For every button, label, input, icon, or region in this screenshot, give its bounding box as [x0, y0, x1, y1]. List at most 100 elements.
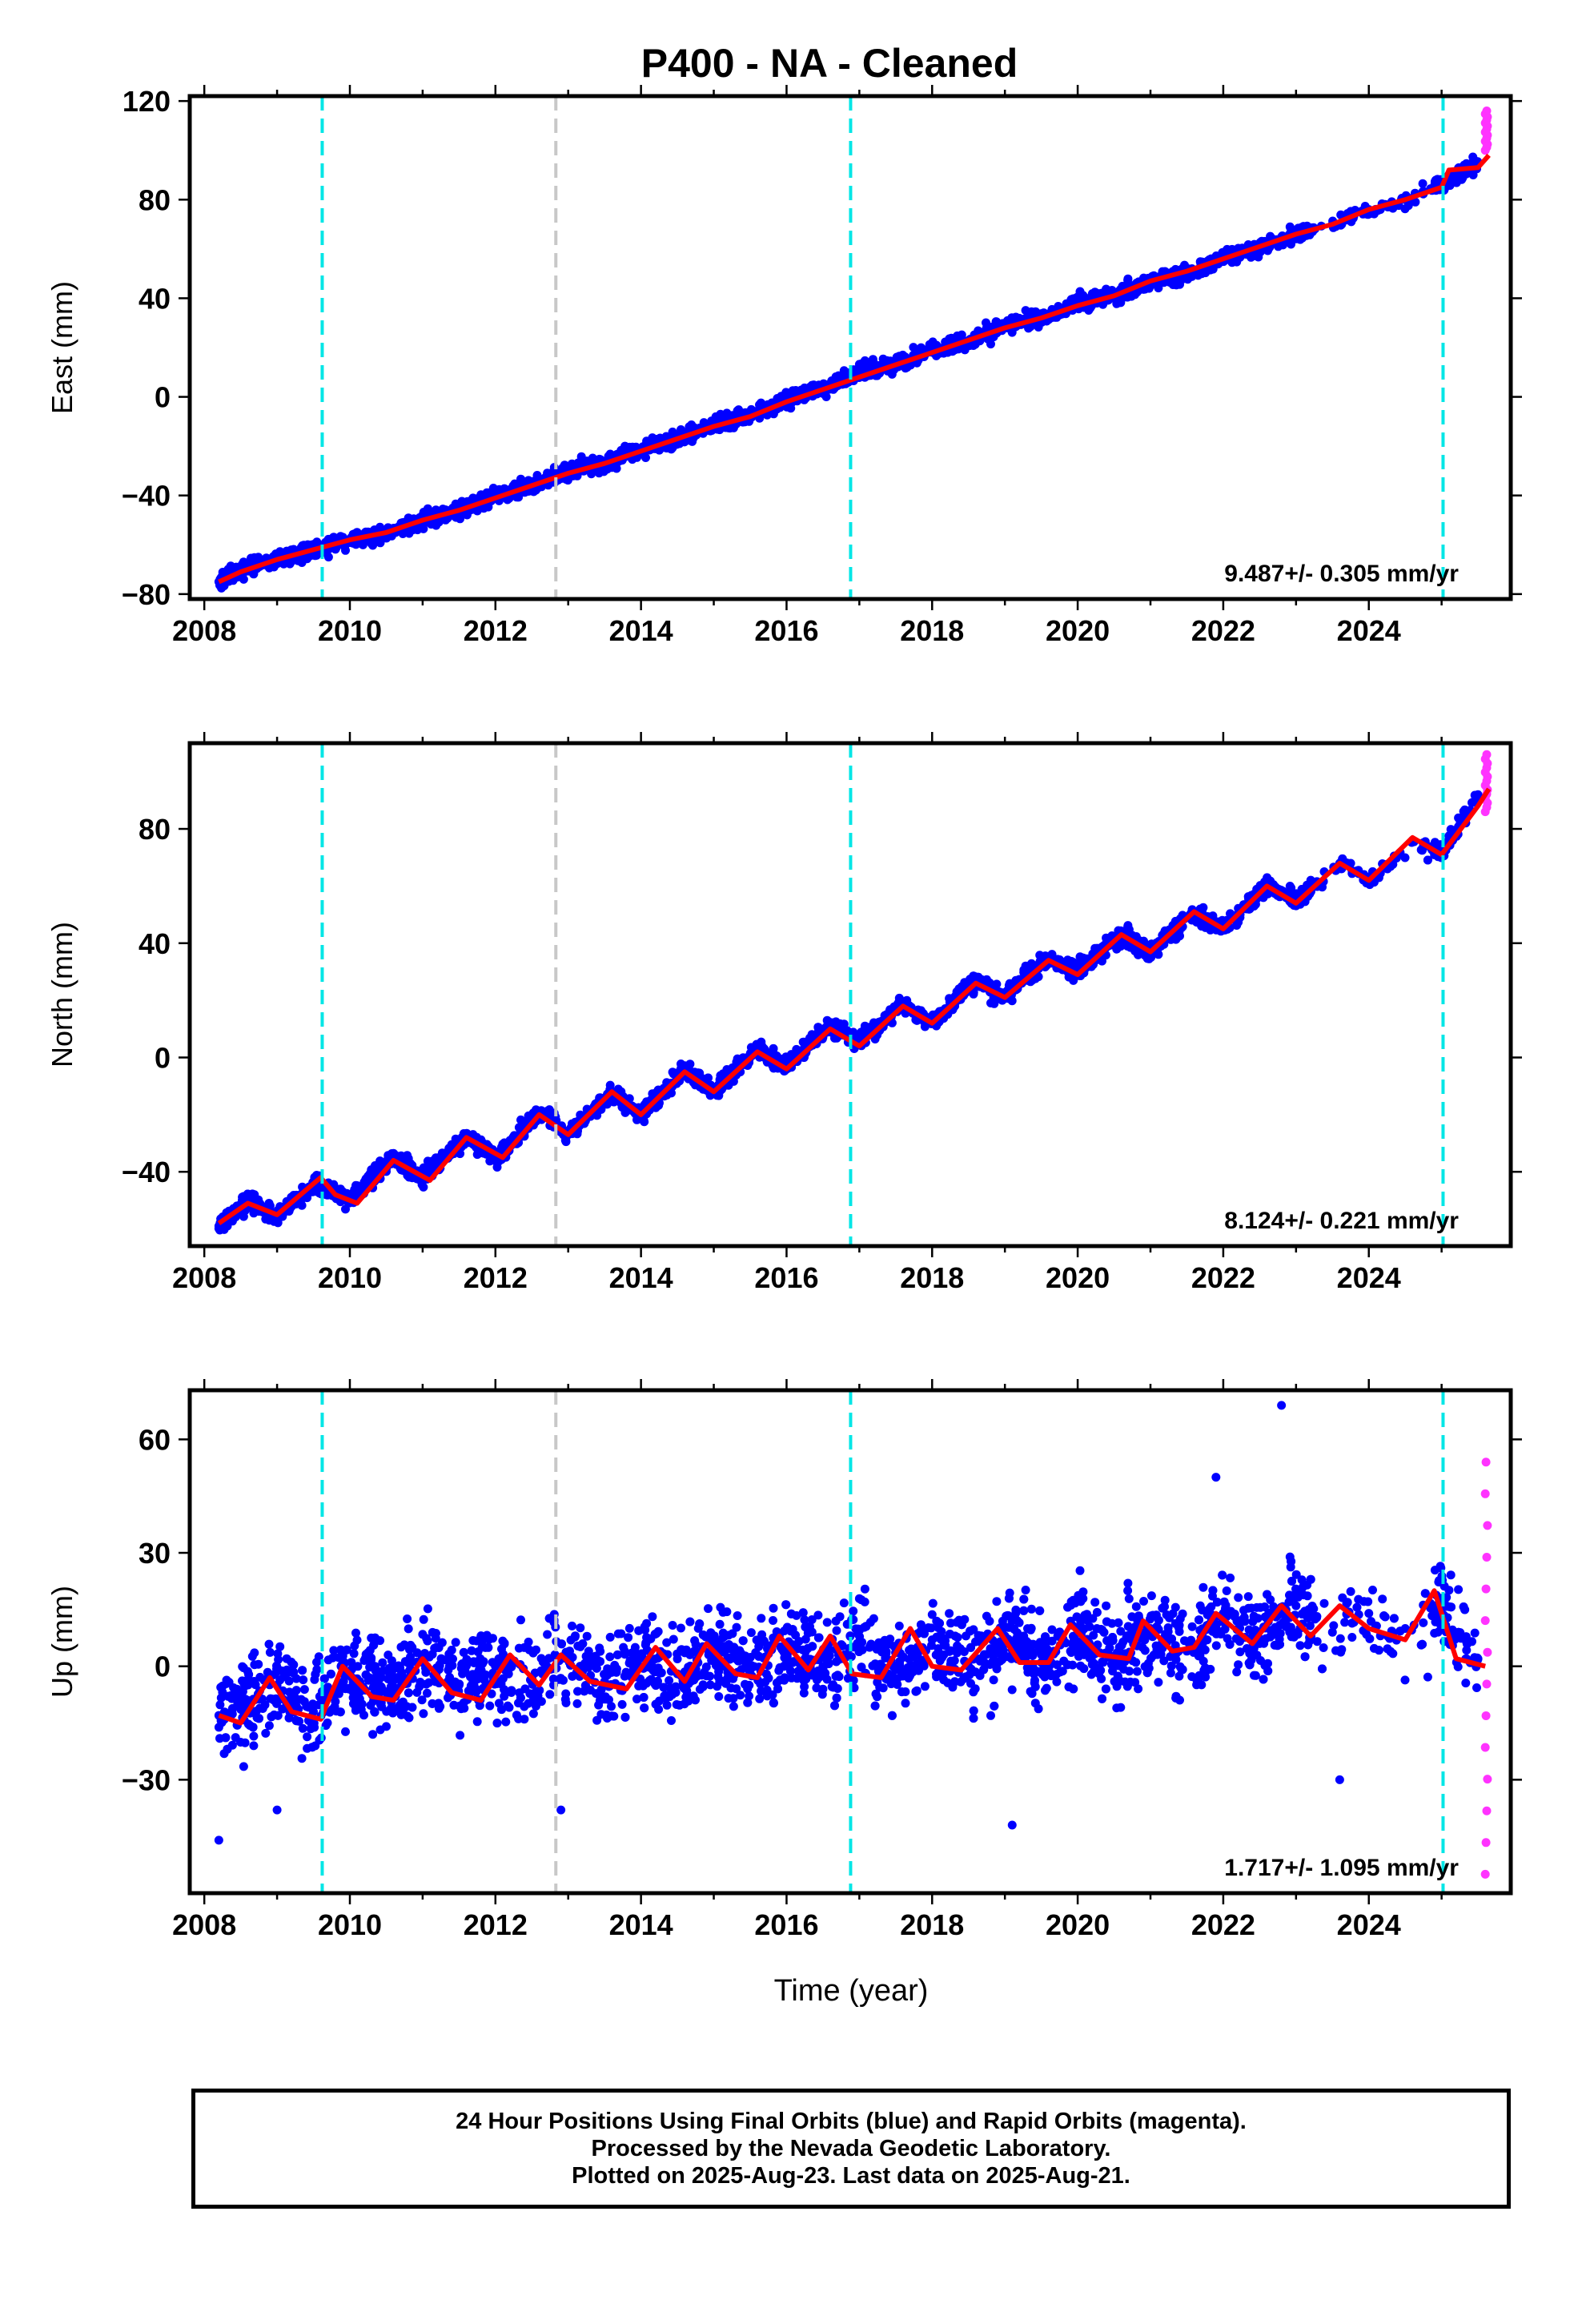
final-orbit-point [568, 459, 576, 468]
final-orbit-point [1456, 170, 1465, 179]
final-orbit-point [323, 534, 333, 544]
final-orbit-point [403, 1171, 412, 1180]
y-tick-label: 120 [122, 85, 171, 118]
final-orbit-point [264, 1199, 274, 1208]
final-orbit-point [275, 547, 285, 557]
rapid-orbit-point [1482, 750, 1492, 759]
final-orbit-point [1400, 853, 1410, 862]
x-tick-label: 2016 [754, 614, 818, 647]
velocity-label: 8.124+/- 0.221 mm/yr [1224, 1208, 1459, 1234]
final-orbit-point [1078, 953, 1088, 963]
x-tick-label: 2014 [609, 614, 673, 647]
final-orbit-point [624, 1094, 634, 1104]
final-orbit-point [857, 359, 866, 368]
x-tick-label: 2024 [1337, 1908, 1401, 1941]
x-tick-label: 2016 [754, 1261, 818, 1294]
final-orbit-point [1234, 918, 1243, 927]
final-orbit-point [901, 364, 910, 373]
final-orbit-point [312, 537, 322, 547]
final-orbit-point [1134, 950, 1143, 959]
final-orbit-point [839, 366, 849, 376]
final-orbit-point [952, 987, 962, 996]
final-orbit-point [769, 409, 778, 419]
y-tick-label: 40 [139, 282, 171, 315]
final-orbit-point [662, 444, 672, 452]
final-orbit-point [1430, 177, 1439, 187]
final-orbit-point [986, 340, 995, 349]
y-tick-label: 0 [155, 1042, 171, 1075]
final-orbit-point [592, 1111, 602, 1120]
x-tick-label: 2010 [318, 1908, 382, 1941]
final-orbit-point [724, 423, 733, 432]
x-tick-label: 2010 [318, 614, 382, 647]
x-tick-label: 2010 [318, 1261, 382, 1294]
final-orbit-point [1116, 298, 1126, 308]
x-tick-label: 2012 [464, 1261, 528, 1294]
final-orbit-point [1400, 204, 1410, 214]
y-tick-label: −30 [122, 1763, 171, 1796]
x-tick-label: 2014 [609, 1908, 673, 1941]
final-orbit-point [1418, 179, 1427, 188]
x-tick-label: 2024 [1337, 614, 1401, 647]
x-tick-label: 2014 [609, 1261, 673, 1294]
marks [214, 1401, 1492, 1879]
x-tick-label: 2024 [1337, 1261, 1401, 1294]
final-orbit-point [431, 506, 440, 516]
x-tick-label: 2022 [1191, 614, 1255, 647]
x-tick-label: 2022 [1191, 1261, 1255, 1294]
y-tick-label: 0 [155, 381, 171, 414]
final-orbit-point [1297, 884, 1307, 894]
final-orbit-point [945, 335, 954, 344]
final-orbit-point [869, 1018, 878, 1027]
x-tick-label: 2018 [900, 1908, 964, 1941]
final-orbit-point [543, 1106, 552, 1116]
y-tick-label: 80 [139, 813, 171, 846]
marks [214, 106, 1492, 593]
final-orbit-point [1139, 273, 1148, 283]
final-orbit-point [813, 1023, 823, 1032]
final-orbit-point [561, 1137, 571, 1147]
model-line [217, 787, 1492, 1225]
final-orbit-point [1423, 855, 1432, 865]
plot-title: P400 - NA - Cleaned [641, 41, 1018, 86]
x-tick-label: 2008 [172, 1261, 236, 1294]
final-orbit-point [1430, 838, 1439, 847]
final-orbit-point [1139, 936, 1148, 946]
x-tick-label: 2020 [1046, 1261, 1110, 1294]
x-tick-label: 2018 [900, 1261, 964, 1294]
east-panel: 2008 2010 2012 2014 2016 2018 2020 2022 2024−80−… [46, 85, 1522, 647]
y-axis-label: Up (mm) [46, 1586, 78, 1698]
y-axis-label: North (mm) [46, 922, 78, 1068]
final-orbit-point [1116, 942, 1126, 951]
final-orbit-point [417, 1180, 427, 1189]
y-axis-label: East (mm) [46, 281, 78, 414]
final-orbit-point [1473, 790, 1483, 799]
final-orbit-point [375, 538, 385, 548]
final-orbit-point [1226, 909, 1235, 919]
final-orbit-point [609, 1097, 619, 1107]
final-orbit-point [1123, 274, 1133, 283]
final-orbit-point [732, 1057, 741, 1067]
final-orbit-point [375, 1156, 385, 1166]
final-orbit-point [1452, 178, 1461, 187]
y-tick-label: −80 [122, 578, 171, 611]
final-orbit-point [1021, 306, 1030, 316]
final-orbit-point [769, 1063, 778, 1073]
y-tick-label: 60 [139, 1423, 171, 1456]
final-orbit-point [677, 425, 685, 434]
final-orbit-point [835, 1019, 845, 1028]
plot-frame [187, 94, 1513, 601]
x-tick-label: 2008 [172, 614, 236, 647]
y-tick-label: 0 [155, 1651, 171, 1683]
final-orbit-point [642, 439, 652, 448]
x-tick-label: 2020 [1046, 614, 1110, 647]
north-panel: 2008 2010 2012 2014 2016 2018 2020 2022 2024−400… [46, 732, 1522, 1294]
final-orbit-point [992, 979, 1002, 989]
x-tick-label: 2008 [172, 1908, 236, 1941]
x-tick-label: 2012 [464, 1908, 528, 1941]
y-tick-label: 40 [139, 927, 171, 960]
plot-frame [187, 741, 1513, 1248]
up-panel: 2008 2010 2012 2014 2016 2018 2020 2022 2024−300… [46, 1379, 1522, 1941]
model-line [218, 153, 1491, 585]
